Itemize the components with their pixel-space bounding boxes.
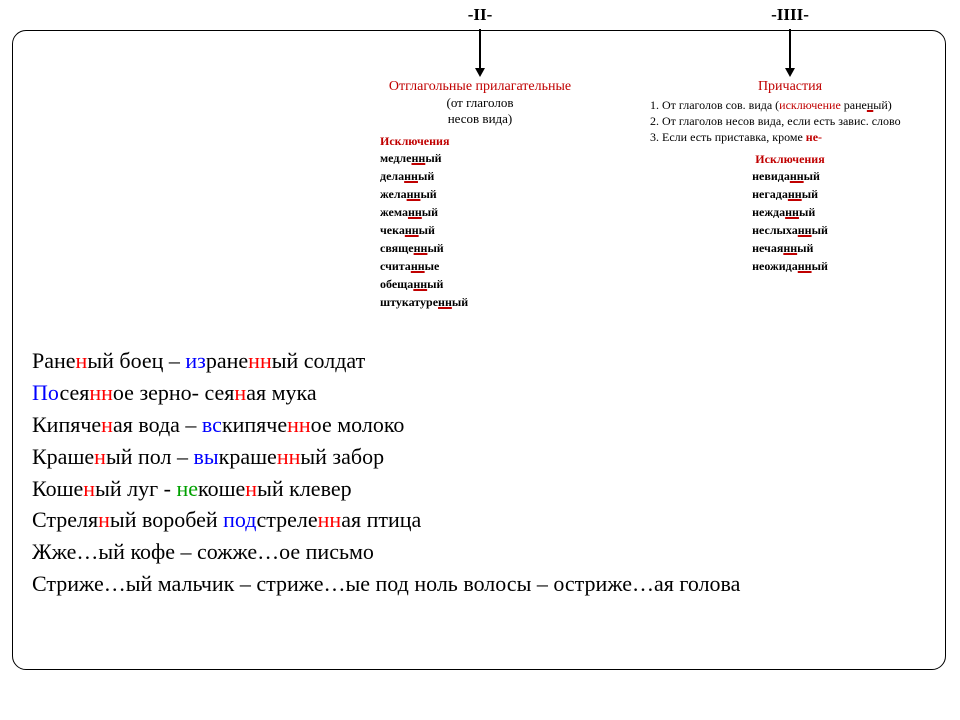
list-item: жеманный bbox=[380, 203, 468, 221]
diagram-columns: -II- Отглагольные прилагательные (от гла… bbox=[380, 5, 940, 311]
list-item: негаданный bbox=[752, 185, 828, 203]
col3-rules: 1. От глаголов сов. вида (исключение ран… bbox=[650, 97, 901, 146]
list-item: считанные bbox=[380, 257, 468, 275]
col2-header: -II- bbox=[468, 5, 493, 25]
example-line: Крашеный пол – выкрашенный забор bbox=[32, 441, 740, 473]
column-3: -IIII- Причастия 1. От глаголов сов. вид… bbox=[650, 5, 930, 311]
col2-title: Отглагольные прилагательные bbox=[389, 79, 571, 95]
list-item: невиданный bbox=[752, 167, 828, 185]
rule-1: 1. От глаголов сов. вида (исключение ран… bbox=[650, 97, 901, 113]
page: -II- Отглагольные прилагательные (от гла… bbox=[0, 0, 960, 720]
list-item: неожиданный bbox=[752, 257, 828, 275]
arrow-icon bbox=[479, 29, 481, 75]
list-item: медленный bbox=[380, 149, 468, 167]
col3-header: -IIII- bbox=[771, 5, 809, 25]
list-item: обещанный bbox=[380, 275, 468, 293]
arrow-icon bbox=[789, 29, 791, 75]
rule-2: 2. От глаголов несов вида, если есть зав… bbox=[650, 113, 901, 129]
example-line: Жже…ый кофе – сожже…ое письмо bbox=[32, 536, 740, 568]
col3-excl-head: Исключения bbox=[755, 152, 824, 167]
col3-excl-list: невиданный негаданный нежданный неслыхан… bbox=[752, 167, 828, 275]
list-item: нежданный bbox=[752, 203, 828, 221]
list-item: нечаянный bbox=[752, 239, 828, 257]
col2-excl-head: Исключения bbox=[380, 134, 449, 149]
col2-sub: (от глаголов несов вида) bbox=[447, 95, 514, 128]
example-line: Кошеный луг - некошеный клевер bbox=[32, 473, 740, 505]
list-item: неслыханный bbox=[752, 221, 828, 239]
col2-sub2: несов вида) bbox=[448, 111, 513, 126]
example-line: Кипяченая вода – вскипяченное молоко bbox=[32, 409, 740, 441]
examples-block: Раненый боец – израненный солдат Посеянн… bbox=[32, 345, 740, 600]
column-2: -II- Отглагольные прилагательные (от гла… bbox=[380, 5, 580, 311]
example-line: Стриже…ый мальчик – стриже…ые под ноль в… bbox=[32, 568, 740, 600]
rule-3: 3. Если есть приставка, кроме не- bbox=[650, 129, 901, 145]
list-item: штукатуренный bbox=[380, 293, 468, 311]
col2-excl-list: медленный деланный желанный жеманный чек… bbox=[380, 149, 468, 311]
col2-sub1: (от глаголов bbox=[447, 95, 514, 110]
list-item: деланный bbox=[380, 167, 468, 185]
list-item: желанный bbox=[380, 185, 468, 203]
list-item: чеканный bbox=[380, 221, 468, 239]
example-line: Раненый боец – израненный солдат bbox=[32, 345, 740, 377]
example-line: Стреляный воробей подстреленная птица bbox=[32, 504, 740, 536]
col3-title: Причастия bbox=[758, 79, 822, 95]
example-line: Посеянное зерно- сеяная мука bbox=[32, 377, 740, 409]
list-item: священный bbox=[380, 239, 468, 257]
